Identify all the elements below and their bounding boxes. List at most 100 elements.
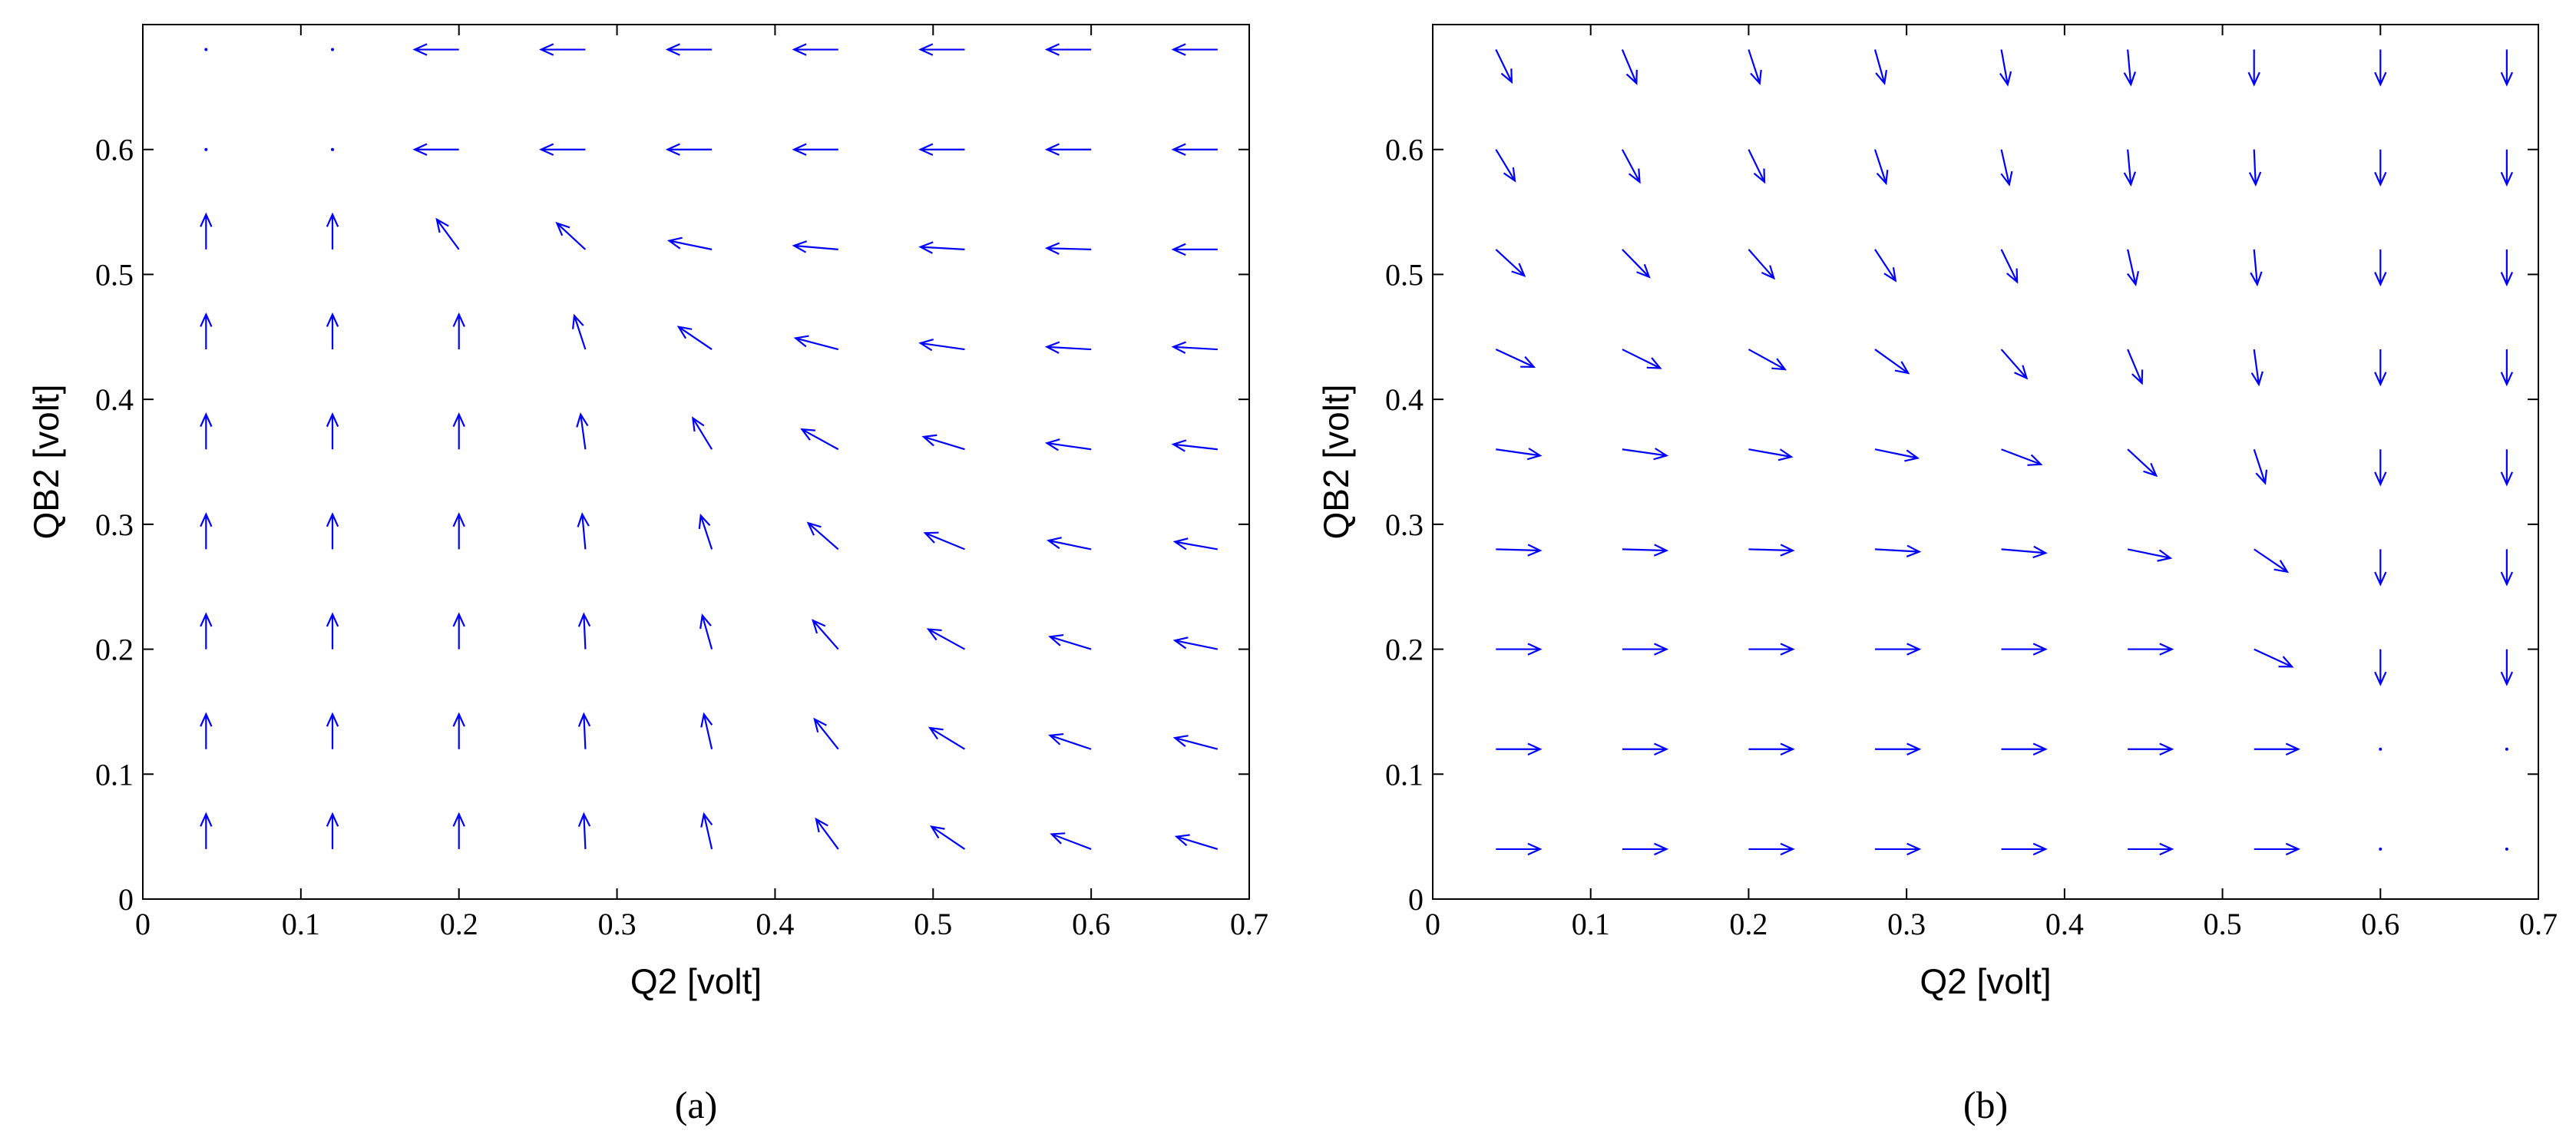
- arrow: [2128, 643, 2174, 656]
- arrow: [2500, 449, 2514, 487]
- arrow: [2001, 448, 2043, 466]
- arrow: [2253, 448, 2268, 485]
- arrow: [1172, 735, 1219, 750]
- arrow: [200, 212, 213, 250]
- arrow: [928, 726, 966, 750]
- arrow: [800, 428, 839, 451]
- x-tick-label: 0.2: [440, 907, 478, 941]
- arrow: [1874, 249, 1897, 283]
- arrow: [1622, 349, 1662, 369]
- arrow: [665, 143, 713, 156]
- x-tick-label: 0: [135, 907, 150, 941]
- y-tick-label: 0.3: [95, 508, 134, 542]
- arrow: [1496, 448, 1543, 461]
- arrow: [200, 412, 213, 450]
- arrow: [2001, 842, 2048, 856]
- arrow: [2001, 545, 2048, 559]
- y-tick-label: 0.2: [1385, 633, 1424, 667]
- plot-area: [143, 25, 1249, 899]
- arrow: [1874, 448, 1920, 462]
- arrow: [412, 43, 459, 56]
- arrow: [1622, 742, 1669, 756]
- x-tick-label: 0.3: [598, 907, 637, 941]
- arrow: [2128, 742, 2174, 756]
- arrow: [2123, 149, 2137, 187]
- y-tick-label: 0: [118, 882, 134, 917]
- arrow: [331, 147, 335, 151]
- arrow: [2001, 742, 2048, 756]
- arrow: [1171, 143, 1218, 156]
- arrow: [200, 812, 213, 849]
- arrow: [326, 812, 339, 849]
- arrow: [665, 43, 713, 56]
- arrow: [2374, 449, 2387, 487]
- arrow: [1171, 43, 1218, 56]
- y-tick-label: 0.6: [95, 133, 134, 167]
- arrow: [812, 619, 839, 650]
- arrow: [200, 712, 213, 749]
- arrow: [2000, 349, 2029, 380]
- panel-label: (a): [675, 1083, 718, 1126]
- y-tick-label: 0.4: [95, 382, 134, 417]
- arrow: [200, 512, 213, 550]
- arrow: [539, 43, 586, 56]
- arrow: [2247, 49, 2260, 87]
- arrow: [1622, 643, 1669, 656]
- arrow: [576, 412, 589, 450]
- arrow: [1748, 149, 1766, 184]
- arrow: [1874, 544, 1922, 557]
- arrow: [2500, 49, 2514, 87]
- arrow: [698, 513, 713, 550]
- arrow: [572, 313, 587, 350]
- arrow: [1496, 742, 1543, 756]
- arrow: [452, 512, 465, 550]
- arrow: [2000, 149, 2013, 187]
- y-tick-label: 0.3: [1385, 508, 1424, 542]
- x-tick-label: 0: [1425, 907, 1440, 941]
- arrow: [1171, 243, 1218, 256]
- arrow: [918, 43, 965, 56]
- arrow: [918, 338, 965, 352]
- arrow: [1171, 439, 1218, 452]
- arrow: [2505, 847, 2508, 851]
- arrow: [1495, 349, 1536, 368]
- y-axis-label: QB2 [volt]: [1316, 385, 1356, 540]
- y-tick-label: 0.6: [1385, 133, 1424, 167]
- arrow: [1496, 643, 1543, 656]
- arrow: [1046, 537, 1092, 551]
- arrow: [412, 143, 459, 156]
- arrow: [1174, 834, 1219, 850]
- arrow: [1171, 341, 1218, 354]
- arrow: [921, 434, 965, 451]
- arrow: [1748, 448, 1794, 461]
- y-tick-label: 0.5: [95, 257, 134, 292]
- arrow: [204, 48, 208, 51]
- arrow: [2127, 448, 2158, 478]
- panel-label: (b): [1963, 1083, 2008, 1126]
- arrow: [452, 312, 465, 350]
- arrow: [2374, 649, 2387, 686]
- arrow: [1495, 149, 1516, 183]
- arrow: [2374, 549, 2387, 587]
- arrow: [2500, 649, 2514, 686]
- arrow: [1172, 636, 1219, 650]
- arrow: [1622, 249, 1651, 279]
- arrow: [577, 512, 590, 550]
- arrow: [1048, 633, 1092, 650]
- arrow: [2127, 249, 2140, 287]
- y-tick-label: 0: [1408, 882, 1424, 917]
- x-tick-label: 0.5: [2204, 907, 2242, 941]
- arrow: [792, 143, 838, 156]
- x-tick-label: 0.1: [282, 907, 320, 941]
- arrow: [918, 241, 965, 254]
- x-tick-label: 0.1: [1572, 907, 1610, 941]
- x-tick-label: 0.4: [2045, 907, 2084, 941]
- arrow: [200, 312, 213, 350]
- arrow: [691, 416, 713, 450]
- arrow: [1050, 832, 1092, 850]
- arrow: [1622, 448, 1669, 461]
- arrow: [577, 812, 591, 849]
- x-tick-label: 0.6: [1072, 907, 1110, 941]
- x-tick-label: 0.7: [1230, 907, 1268, 941]
